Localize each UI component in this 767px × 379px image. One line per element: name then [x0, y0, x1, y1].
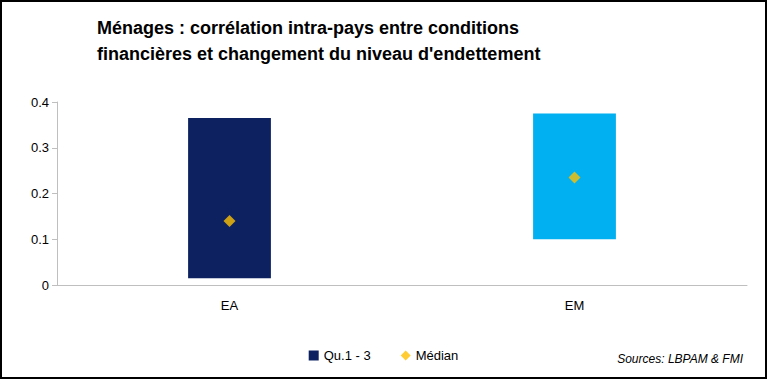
svg-text:Médian: Médian	[416, 348, 459, 363]
svg-text:0.1: 0.1	[31, 232, 49, 247]
svg-text:financières et changement du n: financières et changement du niveau d'en…	[97, 44, 540, 64]
svg-text:EM: EM	[565, 298, 585, 313]
svg-text:Sources: LBPAM & FMI: Sources: LBPAM & FMI	[617, 352, 743, 366]
svg-text:Ménages : corrélation intra-pa: Ménages : corrélation intra-pays entre c…	[97, 18, 519, 38]
svg-text:Qu.1 - 3: Qu.1 - 3	[324, 348, 371, 363]
svg-text:0.3: 0.3	[31, 140, 49, 155]
svg-text:0.2: 0.2	[31, 186, 49, 201]
svg-text:0.4: 0.4	[31, 95, 49, 110]
svg-text:0: 0	[42, 278, 49, 293]
svg-text:EA: EA	[221, 298, 239, 313]
